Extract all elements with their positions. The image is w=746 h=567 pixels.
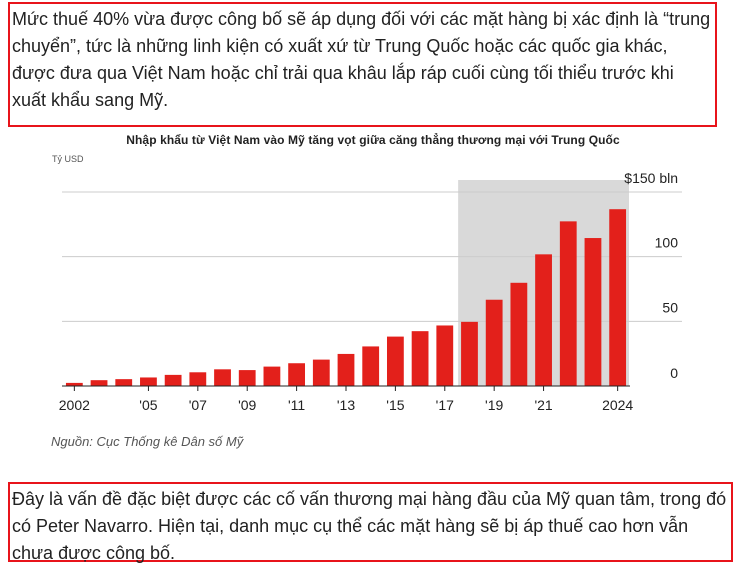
x-tick-label: '13 (337, 397, 355, 413)
bar (337, 353, 355, 386)
x-tick-label: '17 (436, 397, 454, 413)
article-paragraph-top: Mức thuế 40% vừa được công bố sẽ áp dụng… (8, 2, 717, 127)
bar (65, 382, 83, 386)
x-tick-label: '21 (534, 397, 552, 413)
y-tick-label: 50 (662, 299, 678, 315)
bar (140, 377, 157, 386)
x-tick-label: '07 (189, 397, 207, 413)
bar (386, 336, 404, 386)
bar (263, 366, 281, 386)
bar (485, 299, 503, 386)
bar (90, 380, 108, 386)
x-tick-label: 2024 (602, 397, 633, 413)
bar (535, 254, 552, 386)
paragraph-text: Mức thuế 40% vừa được công bố sẽ áp dụng… (12, 9, 711, 110)
bar-chart: 0 50 100 $150 bln 2002 '05 '07 '09 '11 '13 '15 '17 '… (59, 170, 682, 413)
bar (461, 321, 478, 386)
bar (436, 325, 454, 386)
article-paragraph-bottom: Đây là vấn đề đặc biệt được các cố vấn t… (8, 482, 733, 563)
bar (609, 209, 627, 386)
x-tick-label: '09 (238, 397, 256, 413)
x-tick-label: '19 (485, 397, 503, 413)
y-tick-label: 0 (670, 365, 678, 381)
bar (288, 363, 306, 386)
bar (362, 346, 380, 386)
bar (510, 282, 528, 386)
bar (238, 370, 256, 386)
bar (411, 331, 429, 386)
bar (189, 372, 207, 386)
chart-source: Nguồn: Cục Thống kê Dân số Mỹ (51, 434, 244, 449)
chart-title: Nhập khẩu từ Việt Nam vào Mỹ tăng vọt gi… (126, 133, 620, 147)
bar (164, 374, 182, 386)
bar (214, 369, 231, 386)
bar (115, 379, 133, 386)
paragraph-text: Đây là vấn đề đặc biệt được các cố vấn t… (12, 489, 727, 563)
x-tick-label: '15 (386, 397, 404, 413)
bar (584, 238, 602, 386)
x-tick-label: 2002 (59, 397, 90, 413)
bar (312, 359, 330, 386)
y-tick-label: 100 (655, 235, 679, 251)
x-tick-label: '05 (139, 397, 157, 413)
x-tick-label: '11 (288, 397, 305, 413)
y-tick-label: $150 bln (624, 170, 678, 186)
y-axis-unit-label: Tỷ USD (52, 154, 84, 164)
bar (559, 221, 577, 386)
